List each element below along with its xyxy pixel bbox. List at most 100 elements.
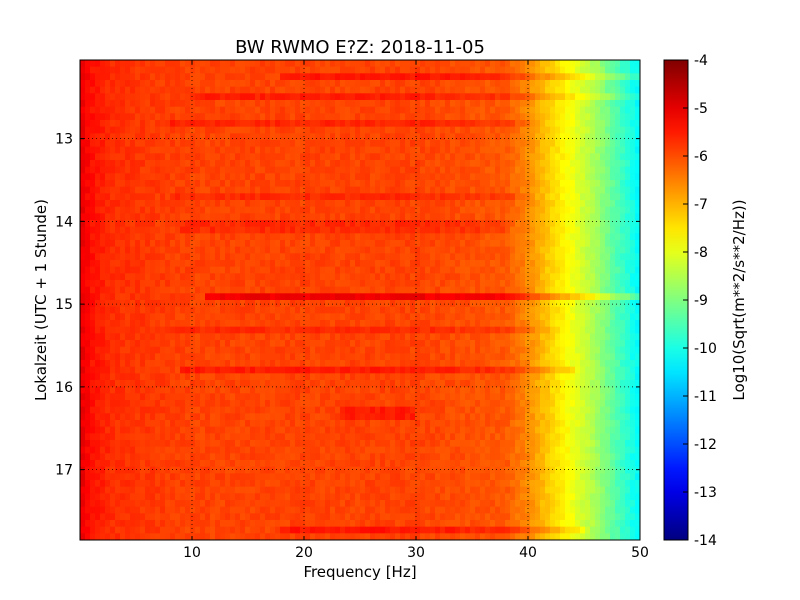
- heatmap-cell: [345, 73, 351, 81]
- heatmap-cell: [175, 333, 181, 341]
- heatmap-cell: [365, 93, 371, 101]
- heatmap-cell: [160, 180, 166, 188]
- heatmap-cell: [325, 246, 331, 254]
- heatmap-cell: [80, 220, 86, 228]
- heatmap-cell: [110, 326, 116, 334]
- heatmap-cell: [180, 126, 186, 134]
- heatmap-cell: [535, 100, 541, 108]
- heatmap-cell: [170, 300, 176, 308]
- heatmap-cell: [370, 340, 376, 348]
- heatmap-cell: [115, 100, 121, 108]
- heatmap-cell: [630, 320, 636, 328]
- heatmap-cell: [535, 286, 541, 294]
- heatmap-cell: [315, 60, 321, 68]
- heatmap-cell: [415, 160, 421, 168]
- heatmap-cell: [420, 193, 426, 201]
- heatmap-cell: [365, 180, 371, 188]
- heatmap-cell: [415, 266, 421, 274]
- heatmap-cell: [550, 193, 556, 201]
- heatmap-cell: [570, 126, 576, 134]
- heatmap-cell: [395, 106, 401, 114]
- heatmap-cell: [575, 140, 581, 148]
- heatmap-cell: [145, 160, 151, 168]
- heatmap-cell: [210, 206, 216, 214]
- heatmap-cell: [215, 253, 221, 261]
- heatmap-cell: [540, 346, 546, 354]
- heatmap-cell: [600, 326, 606, 334]
- heatmap-cell: [610, 273, 616, 281]
- heatmap-cell: [375, 333, 381, 341]
- heatmap-cell: [365, 353, 371, 361]
- heatmap-cell: [415, 326, 421, 334]
- heatmap-cell: [265, 353, 271, 361]
- heatmap-cell: [400, 220, 406, 228]
- heatmap-cell: [315, 126, 321, 134]
- heatmap-cell: [565, 160, 571, 168]
- heatmap-cell: [165, 93, 171, 101]
- heatmap-cell: [365, 213, 371, 221]
- heatmap-cell: [380, 180, 386, 188]
- heatmap-cell: [120, 226, 126, 234]
- heatmap-cell: [105, 200, 111, 208]
- heatmap-cell: [550, 66, 556, 74]
- heatmap-cell: [300, 253, 306, 261]
- heatmap-cell: [350, 300, 356, 308]
- heatmap-cell: [95, 253, 101, 261]
- heatmap-cell: [300, 113, 306, 121]
- heatmap-cell: [270, 60, 276, 68]
- heatmap-cell: [205, 180, 211, 188]
- heatmap-cell: [215, 146, 221, 154]
- heatmap-cell: [270, 160, 276, 168]
- heatmap-cell: [220, 246, 226, 254]
- heatmap-cell: [380, 226, 386, 234]
- heatmap-cell: [555, 113, 561, 121]
- heatmap-cell: [625, 133, 631, 141]
- heatmap-cell: [160, 186, 166, 194]
- heatmap-cell: [205, 293, 211, 301]
- heatmap-cell: [610, 93, 616, 101]
- heatmap-cell: [470, 193, 476, 201]
- heatmap-cell: [605, 226, 611, 234]
- heatmap-cell: [255, 80, 261, 88]
- heatmap-cell: [560, 186, 566, 194]
- heatmap-cell: [275, 180, 281, 188]
- heatmap-cell: [360, 106, 366, 114]
- heatmap-cell: [500, 226, 506, 234]
- heatmap-cell: [85, 246, 91, 254]
- heatmap-cell: [570, 273, 576, 281]
- heatmap-cell: [140, 306, 146, 314]
- heatmap-cell: [290, 146, 296, 154]
- heatmap-cell: [345, 353, 351, 361]
- heatmap-cell: [90, 200, 96, 208]
- heatmap-cell: [485, 146, 491, 154]
- heatmap-cell: [230, 320, 236, 328]
- heatmap-cell: [90, 186, 96, 194]
- heatmap-cell: [345, 80, 351, 88]
- heatmap-cell: [80, 100, 86, 108]
- heatmap-cell: [585, 166, 591, 174]
- heatmap-cell: [485, 313, 491, 321]
- heatmap-cell: [260, 173, 266, 181]
- heatmap-cell: [400, 260, 406, 268]
- heatmap-cell: [115, 180, 121, 188]
- heatmap-cell: [340, 80, 346, 88]
- heatmap-cell: [355, 213, 361, 221]
- heatmap-cell: [540, 340, 546, 348]
- heatmap-cell: [300, 86, 306, 94]
- heatmap-cell: [100, 140, 106, 148]
- heatmap-cell: [175, 186, 181, 194]
- heatmap-cell: [460, 66, 466, 74]
- heatmap-cell: [405, 340, 411, 348]
- heatmap-cell: [610, 346, 616, 354]
- heatmap-cell: [620, 160, 626, 168]
- heatmap-cell: [285, 133, 291, 141]
- heatmap-cell: [145, 300, 151, 308]
- heatmap-cell: [635, 240, 640, 248]
- heatmap-cell: [80, 346, 86, 354]
- heatmap-cell: [185, 93, 191, 101]
- heatmap-cell: [105, 126, 111, 134]
- heatmap-cell: [490, 140, 496, 148]
- heatmap-cell: [175, 153, 181, 161]
- heatmap-cell: [615, 66, 621, 74]
- heatmap-cell: [100, 260, 106, 268]
